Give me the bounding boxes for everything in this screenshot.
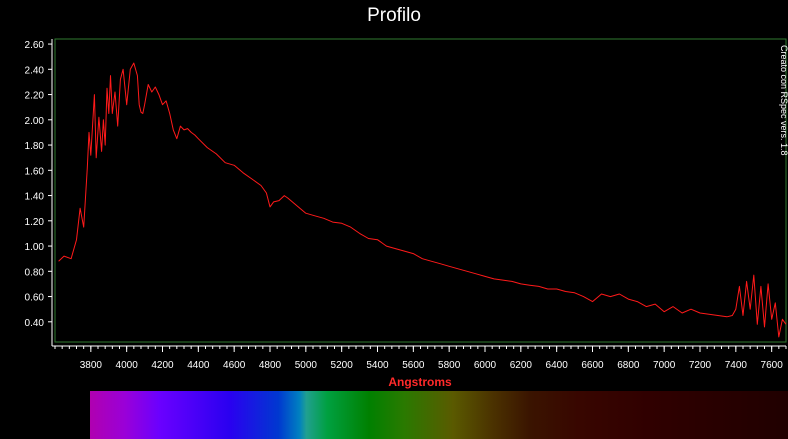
- watermark-text: Creato con RSpec vers. 1.8: [779, 45, 788, 156]
- x-tick-label: 4200: [151, 360, 174, 371]
- y-tick-label: 0.80: [25, 267, 45, 278]
- y-tick-label: 2.60: [25, 40, 45, 51]
- y-tick-label: 2.00: [25, 116, 45, 127]
- series-group: [58, 62, 787, 338]
- x-tick-label: 5200: [331, 360, 354, 371]
- y-tick-label: 1.00: [25, 242, 45, 253]
- series-line: [58, 62, 787, 338]
- x-axis-ticks: 3800 4000 4200 4400 4600 4800 5000 5200 5400 5600…: [54, 346, 787, 371]
- x-tick-label: 5600: [402, 360, 425, 371]
- y-tick-label: 2.20: [25, 91, 45, 102]
- x-tick-label: 4800: [259, 360, 282, 371]
- x-tick-label: 3800: [80, 360, 103, 371]
- x-tick-label: 6800: [617, 360, 640, 371]
- x-tick-label: 4400: [187, 360, 210, 371]
- y-tick-label: 1.80: [25, 141, 45, 152]
- x-tick-label: 4000: [116, 360, 139, 371]
- x-tick-label: 7400: [725, 360, 748, 371]
- y-tick-label: 0.60: [25, 293, 45, 304]
- x-tick-label: 5000: [295, 360, 318, 371]
- x-tick-label: 5400: [366, 360, 389, 371]
- y-tick-label: 2.40: [25, 65, 45, 76]
- y-axis-ticks: 0.40 0.60 0.80 1.00 1.20 1.40 1.60 1.80 2.00 2.20…: [25, 40, 52, 329]
- plot-frame: [54, 38, 787, 343]
- x-tick-label: 7200: [689, 360, 712, 371]
- color-spectrum-bar: [90, 391, 788, 439]
- x-tick-label: 7600: [761, 360, 784, 371]
- x-tick-label: 4600: [223, 360, 246, 371]
- x-tick-label: 6200: [510, 360, 533, 371]
- x-tick-label: 6600: [581, 360, 604, 371]
- y-tick-label: 1.60: [25, 166, 45, 177]
- x-axis-label: Angstroms: [388, 375, 452, 389]
- y-tick-label: 0.40: [25, 318, 45, 329]
- x-tick-label: 7000: [653, 360, 676, 371]
- x-tick-label: 6000: [474, 360, 497, 371]
- x-tick-label: 6400: [546, 360, 569, 371]
- y-tick-label: 1.20: [25, 217, 45, 228]
- chart-title: Profilo: [367, 5, 421, 26]
- y-tick-label: 1.40: [25, 192, 45, 203]
- spectrum-gradient: [90, 391, 788, 439]
- x-tick-label: 5800: [438, 360, 461, 371]
